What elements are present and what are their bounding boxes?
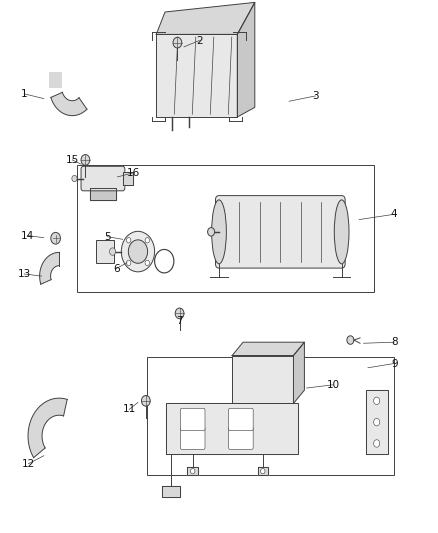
FancyBboxPatch shape: [229, 427, 253, 449]
Bar: [77, 165, 374, 292]
Polygon shape: [156, 34, 237, 117]
FancyBboxPatch shape: [215, 196, 345, 268]
Polygon shape: [28, 398, 67, 458]
Polygon shape: [258, 467, 268, 475]
Circle shape: [347, 336, 354, 344]
Polygon shape: [237, 3, 255, 117]
Circle shape: [51, 232, 60, 244]
Bar: [232, 356, 293, 403]
Polygon shape: [366, 390, 388, 454]
Circle shape: [208, 228, 215, 236]
Text: 4: 4: [391, 209, 398, 219]
Circle shape: [173, 37, 182, 48]
Polygon shape: [187, 467, 198, 475]
Text: 6: 6: [113, 264, 120, 273]
Circle shape: [110, 248, 116, 255]
FancyBboxPatch shape: [180, 427, 205, 449]
Text: 15: 15: [66, 155, 79, 165]
Circle shape: [121, 231, 155, 272]
Text: 5: 5: [104, 232, 111, 241]
Text: 7: 7: [176, 316, 183, 326]
Ellipse shape: [212, 200, 226, 264]
FancyBboxPatch shape: [229, 408, 253, 431]
Bar: [147, 357, 394, 475]
Polygon shape: [293, 342, 304, 403]
Text: 12: 12: [22, 459, 35, 469]
Circle shape: [191, 469, 195, 474]
Text: 10: 10: [326, 380, 339, 390]
Polygon shape: [40, 253, 59, 284]
Text: 9: 9: [391, 359, 398, 368]
Text: 14: 14: [21, 231, 34, 240]
Circle shape: [81, 155, 90, 165]
FancyBboxPatch shape: [96, 240, 114, 263]
Circle shape: [128, 240, 148, 263]
Polygon shape: [156, 3, 255, 34]
Circle shape: [374, 418, 380, 426]
Text: 11: 11: [123, 405, 136, 414]
Polygon shape: [123, 172, 133, 185]
Circle shape: [374, 397, 380, 405]
Circle shape: [374, 440, 380, 447]
FancyBboxPatch shape: [81, 166, 125, 191]
Polygon shape: [162, 486, 180, 497]
Text: 3: 3: [312, 91, 319, 101]
Circle shape: [261, 469, 265, 474]
Circle shape: [145, 238, 149, 243]
Text: 13: 13: [18, 269, 31, 279]
Circle shape: [127, 238, 131, 243]
Text: 2: 2: [196, 36, 203, 45]
Circle shape: [175, 308, 184, 319]
Circle shape: [141, 395, 150, 406]
Polygon shape: [232, 342, 304, 356]
Polygon shape: [49, 72, 62, 88]
Text: 1: 1: [21, 89, 28, 99]
Polygon shape: [166, 403, 298, 454]
Text: 8: 8: [391, 337, 398, 347]
Circle shape: [127, 260, 131, 265]
Circle shape: [145, 260, 149, 265]
Polygon shape: [90, 188, 116, 200]
FancyBboxPatch shape: [180, 408, 205, 431]
Polygon shape: [51, 92, 87, 116]
Circle shape: [72, 175, 77, 182]
Text: 16: 16: [127, 168, 140, 177]
Ellipse shape: [334, 200, 349, 264]
